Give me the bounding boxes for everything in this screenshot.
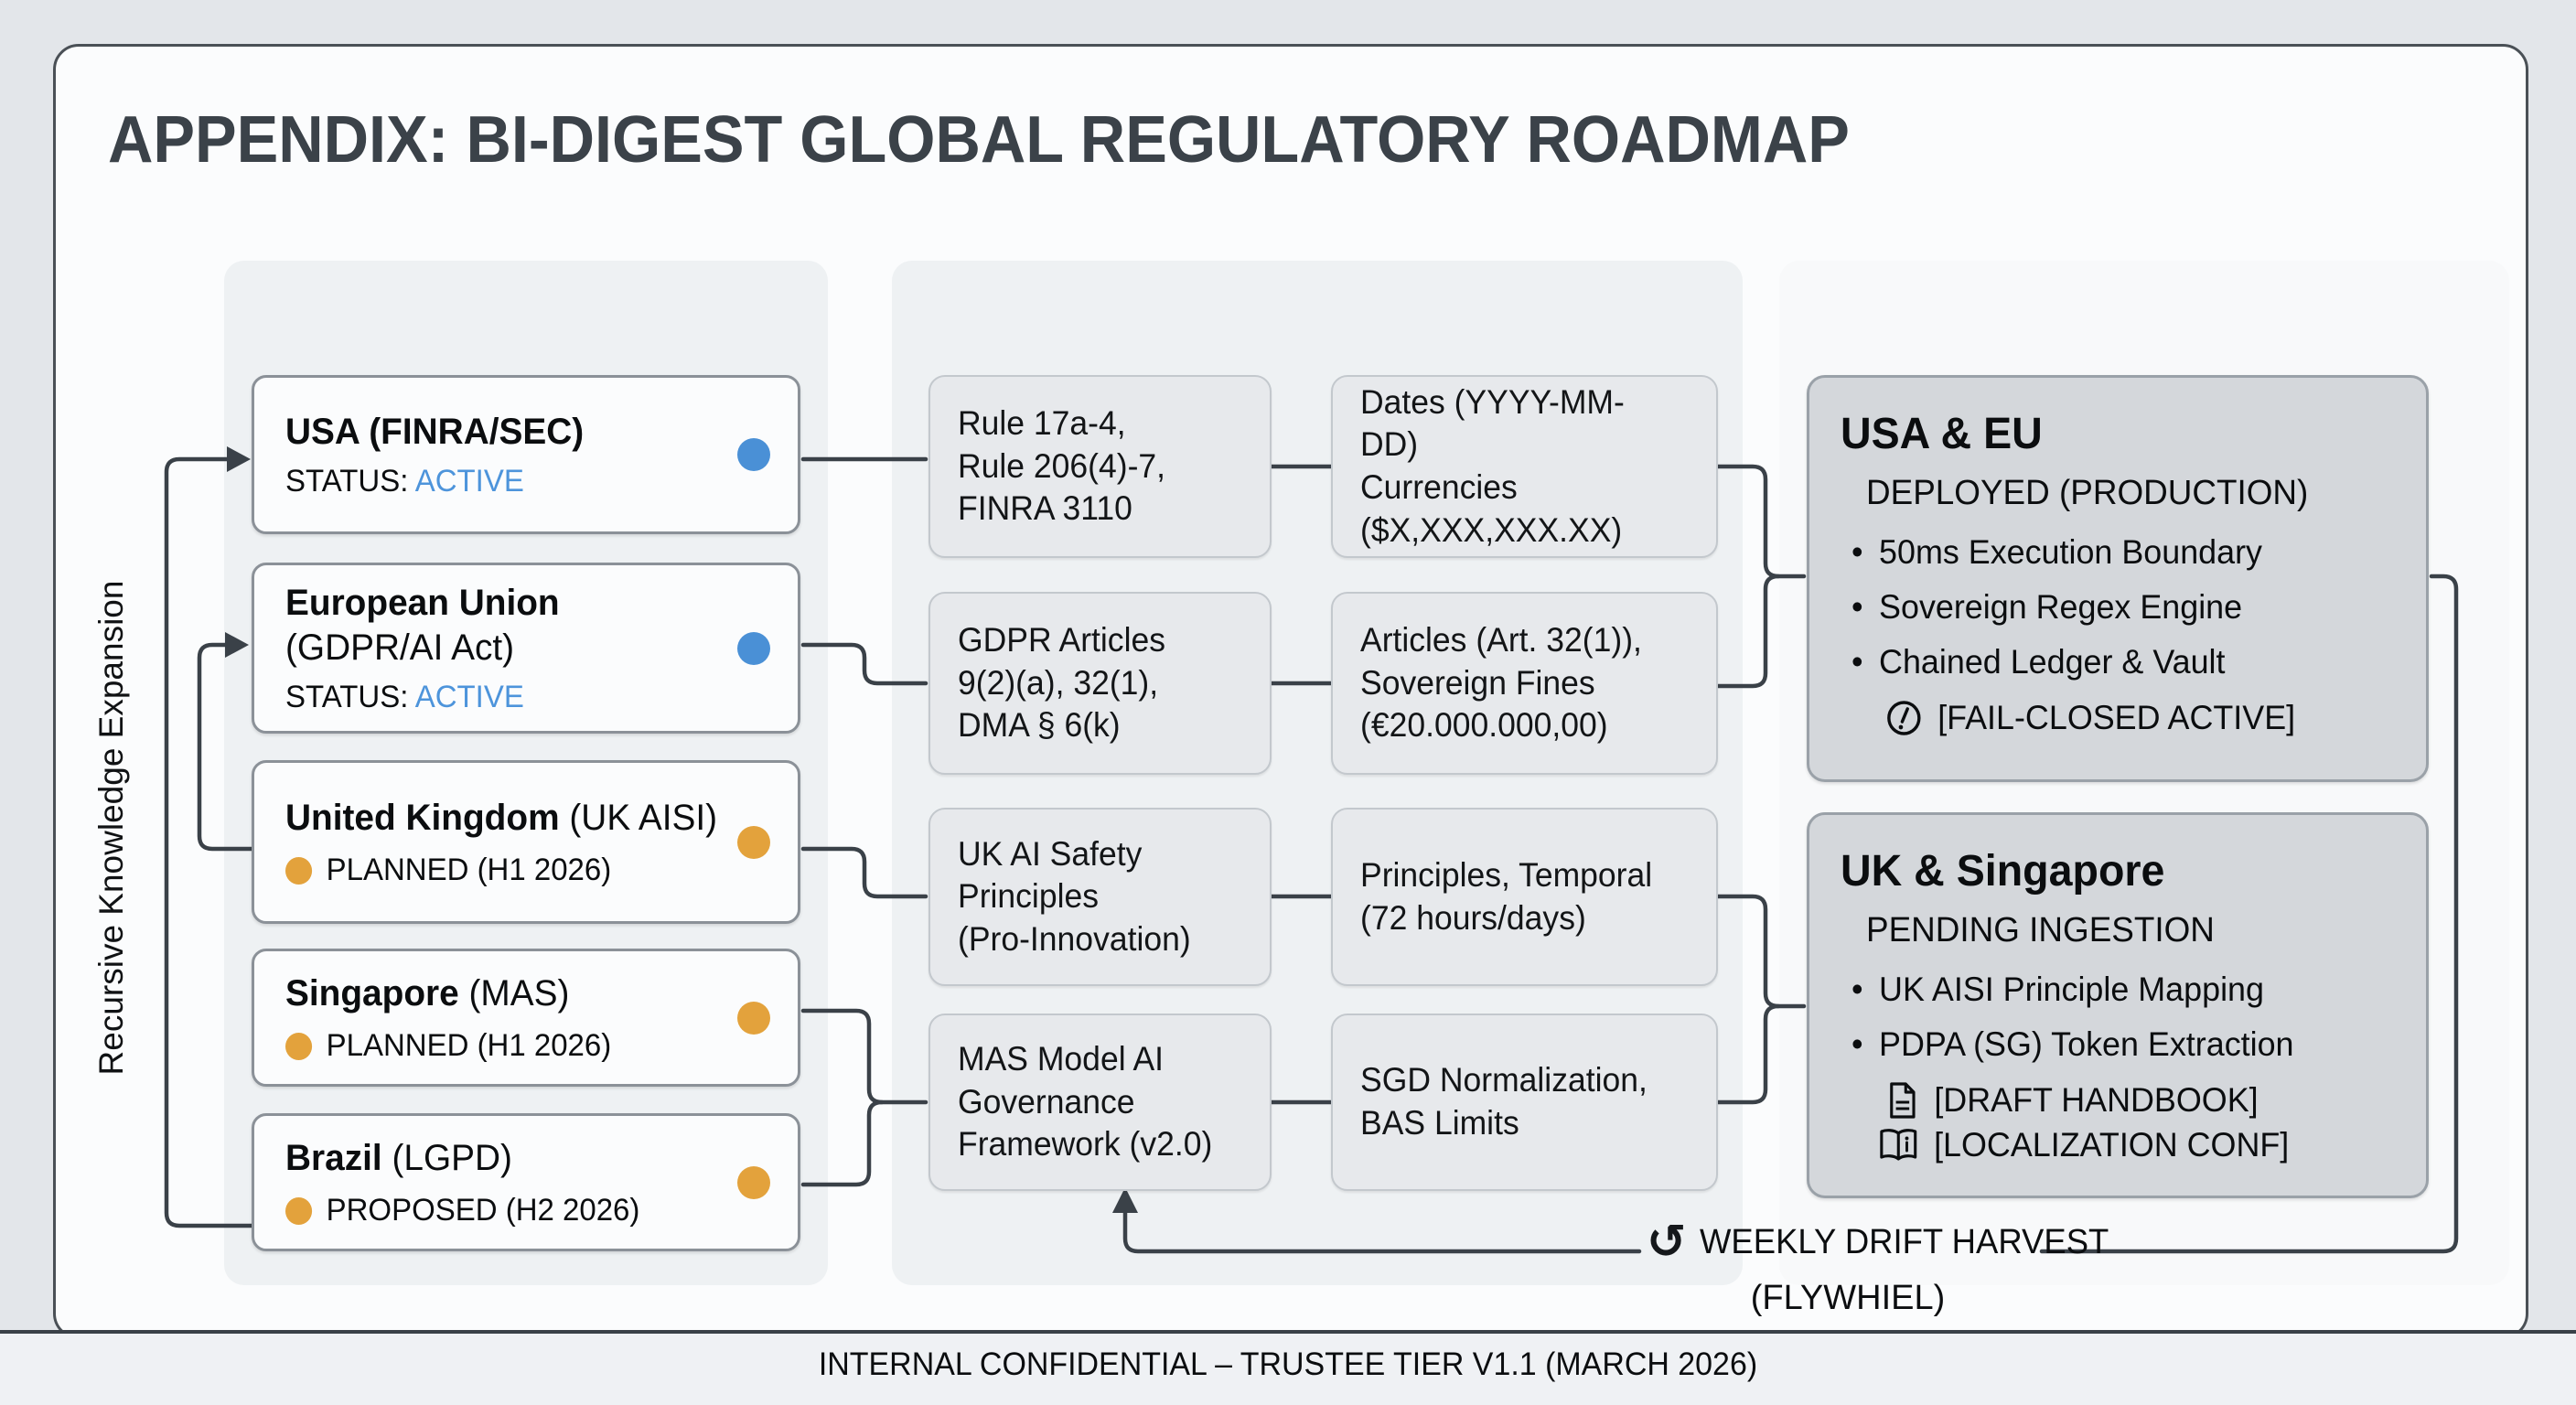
status-bullet: UK AISI Principle Mapping — [1852, 971, 2378, 1009]
localization-conf-tag: [LOCALIZATION CONF] — [1877, 1126, 2379, 1164]
market-box-brazil: Brazil (LGPD) PROPOSED (H2 2026) — [252, 1113, 800, 1251]
draft-handbook-tag: [DRAFT HANDBOOK] — [1884, 1080, 2379, 1121]
anchor-box-usa-rules: Rule 17a-4, Rule 206(4)-7, FINRA 3110 — [928, 375, 1272, 558]
market-status: STATUS: ACTIVE — [285, 679, 524, 714]
status-bullet: 50ms Execution Boundary — [1852, 533, 2378, 572]
status-dot-orange — [737, 825, 770, 859]
status-box-title: USA & EU — [1841, 410, 2043, 458]
market-status: STATUS: ACTIVE — [285, 463, 524, 499]
pattern-box-sgd-limits: SGD Normalization, BAS Limits — [1331, 1014, 1718, 1191]
orange-dot-icon — [285, 1196, 313, 1225]
anchor-box-mas-framework: MAS Model AI Governance Framework (v2.0) — [928, 1014, 1272, 1191]
status-bullet: PDPA (SG) Token Extraction — [1852, 1025, 2378, 1064]
arrowhead-into-usa — [227, 446, 251, 472]
footer-band — [0, 1334, 2576, 1405]
market-box-singapore: Singapore (MAS) PLANNED (H1 2026) — [252, 949, 800, 1087]
status-bullet: Chained Ledger & Vault — [1852, 643, 2378, 681]
fail-closed-tag: [FAIL-CLOSED ACTIVE] — [1884, 698, 2379, 738]
weekly-drift-harvest: ↺ WEEKLY DRIFT HARVEST — [1647, 1215, 2109, 1270]
footer-divider — [0, 1330, 2576, 1334]
pattern-box-articles-fines: Articles (Art. 32(1)), Sovereign Fines (… — [1331, 592, 1718, 775]
market-title: European Union (GDPR/AI Act) — [285, 583, 560, 668]
anchor-box-gdpr-articles: GDPR Articles 9(2)(a), 32(1), DMA § 6(k) — [928, 592, 1272, 775]
market-box-usa: USA (FINRA/SEC) STATUS: ACTIVE — [252, 375, 800, 534]
status-dot-blue — [737, 438, 770, 471]
status-box-title: UK & Singapore — [1841, 847, 2165, 896]
recursive-expansion-label: Recursive Knowledge Expansion — [92, 580, 130, 1076]
market-title: Singapore (MAS) — [285, 972, 570, 1014]
status-dot-orange — [737, 1165, 770, 1199]
market-planned: PROPOSED (H2 2026) — [285, 1193, 752, 1228]
status-box-subtitle: PENDING INGESTION — [1866, 911, 2215, 949]
market-title: United Kingdom (UK AISI) — [285, 797, 718, 838]
market-planned: PLANNED (H1 2026) — [285, 1028, 752, 1064]
orange-dot-icon — [285, 1032, 313, 1060]
market-title: USA (FINRA/SEC) — [285, 412, 585, 453]
status-bullet: Sovereign Regex Engine — [1852, 588, 2378, 627]
page-title: APPENDIX: BI-DIGEST GLOBAL REGULATORY RO… — [108, 103, 1850, 177]
pattern-box-dates-currencies: Dates (YYYY-MM-DD) Currencies ($X,XXX,XX… — [1331, 375, 1718, 558]
footer-text: INTERNAL CONFIDENTIAL – TRUSTEE TIER V1.… — [818, 1346, 1758, 1382]
market-title: Brazil (LGPD) — [285, 1137, 512, 1178]
status-dot-orange — [737, 1001, 770, 1035]
market-box-uk: United Kingdom (UK AISI) PLANNED (H1 202… — [252, 760, 800, 924]
arrowhead-into-eu — [225, 632, 249, 658]
fail-closed-alert-icon — [1887, 701, 1921, 735]
open-book-icon — [1880, 1129, 1917, 1161]
market-planned: PLANNED (H1 2026) — [285, 853, 752, 888]
orange-dot-icon — [285, 856, 313, 885]
status-box-uk-singapore: UK & Singapore PENDING INGESTION UK AISI… — [1807, 812, 2429, 1198]
arrowhead-flywheel-up — [1112, 1187, 1138, 1213]
status-box-usa-eu: USA & EU DEPLOYED (PRODUCTION) 50ms Exec… — [1807, 375, 2429, 782]
document-icon — [1890, 1082, 1916, 1119]
anchor-box-uk-principles: UK AI Safety Principles (Pro-Innovation) — [928, 808, 1272, 986]
market-box-eu: European Union (GDPR/AI Act) STATUS: ACT… — [252, 563, 800, 734]
flywheel-caption: (FLYWHIEL) — [1750, 1279, 1946, 1317]
status-dot-blue — [737, 631, 770, 665]
pattern-box-principles-temporal: Principles, Temporal (72 hours/days) — [1331, 808, 1718, 986]
status-box-subtitle: DEPLOYED (PRODUCTION) — [1866, 474, 2309, 512]
cycle-arrow-icon: ↺ — [1647, 1215, 1687, 1270]
